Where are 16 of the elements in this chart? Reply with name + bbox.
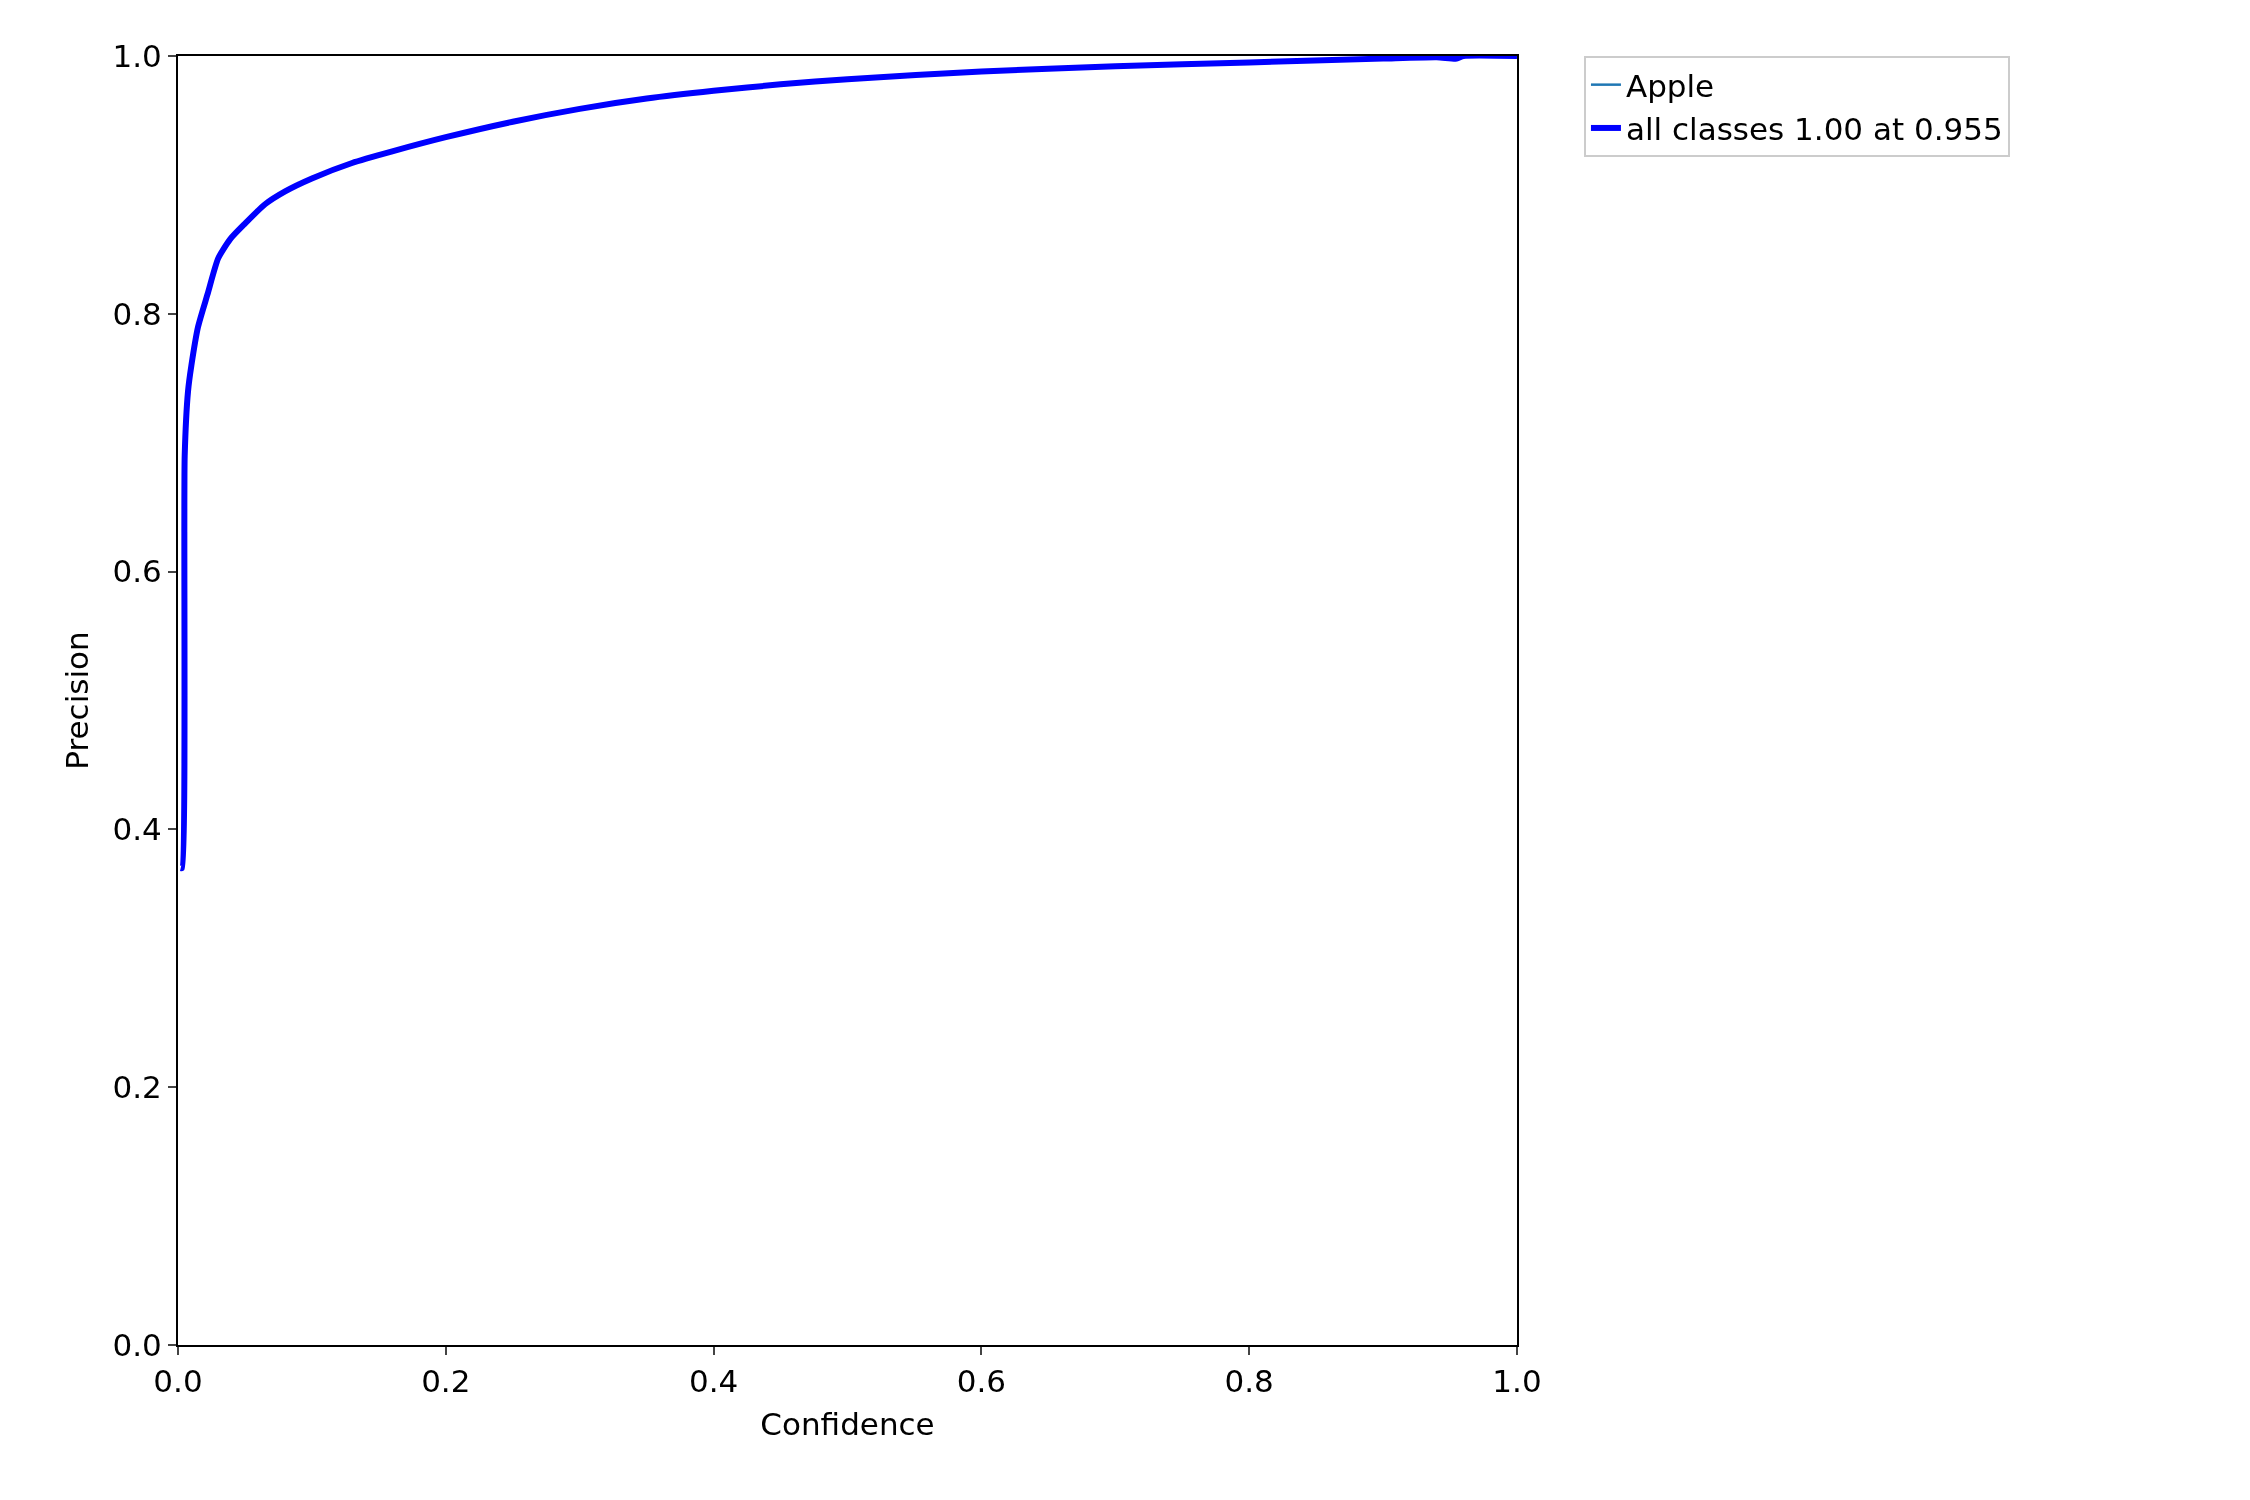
x-tick-label: 0.0 (153, 1363, 203, 1400)
y-axis-title: Precision (58, 631, 95, 770)
y-tick-label: 1.0 (112, 37, 162, 74)
x-axis-title: Confidence (760, 1405, 935, 1442)
x-tick-label: 0.8 (1224, 1363, 1274, 1400)
x-tick-label: 0.2 (421, 1363, 471, 1400)
y-tick-label: 0.0 (112, 1326, 162, 1363)
y-tick-label: 0.2 (112, 1069, 162, 1106)
y-tick-label: 0.6 (112, 553, 162, 590)
y-tick-label: 0.4 (112, 811, 162, 848)
legend-label: all classes 1.00 at 0.955 (1625, 111, 2003, 148)
x-tick-label: 0.6 (956, 1363, 1007, 1400)
y-tick-label: 0.8 (112, 295, 162, 332)
x-tick-label: 1.0 (1492, 1363, 1542, 1400)
x-tick-label: 0.4 (688, 1363, 739, 1400)
legend-label: Apple (1625, 67, 1715, 104)
